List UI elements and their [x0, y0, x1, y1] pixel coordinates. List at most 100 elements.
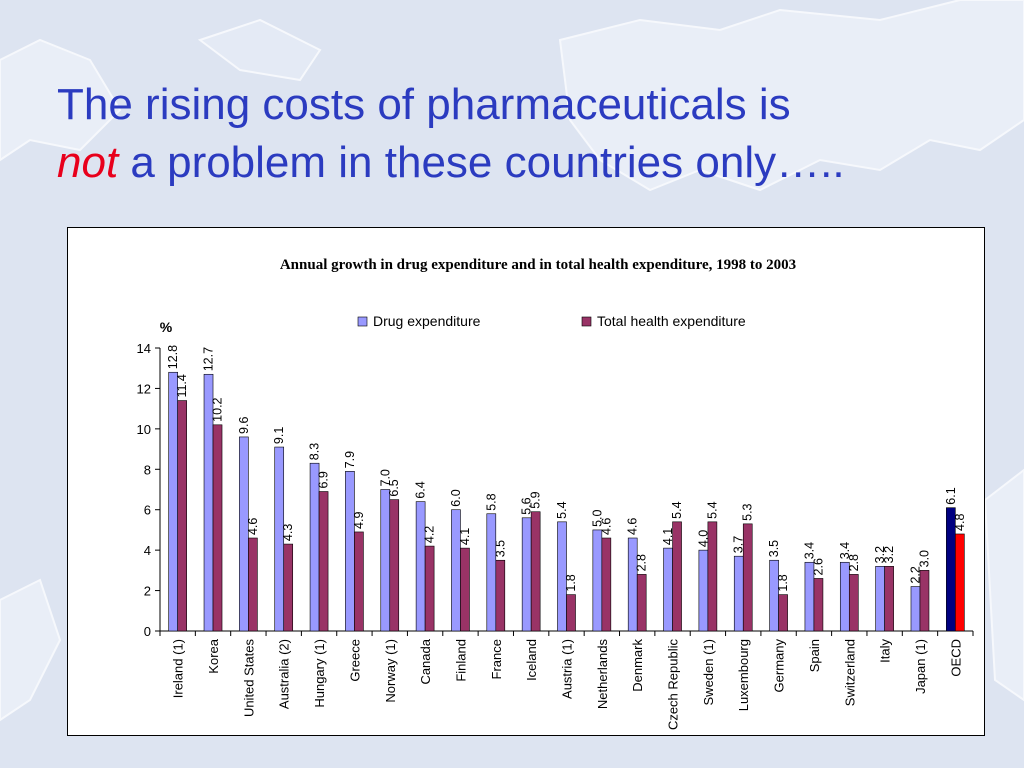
data-label: 5.9: [529, 491, 543, 508]
bar-drug-21: [910, 586, 921, 632]
bar-drug-15: [698, 549, 709, 632]
data-label: 4.1: [661, 528, 675, 545]
bar-drug-16: [733, 555, 744, 632]
x-tick-label: Japan (1): [913, 639, 928, 694]
data-label: 9.1: [272, 427, 286, 444]
bar-total-2: [248, 537, 258, 632]
legend-label-1: Drug expenditure: [373, 313, 481, 329]
data-label: 6.0: [449, 489, 463, 506]
data-label: 4.6: [246, 518, 260, 535]
y-axis-label: %: [160, 319, 173, 335]
data-label: 2.2: [908, 566, 922, 583]
data-label: 6.1: [944, 487, 958, 504]
x-tick-label: Iceland: [524, 639, 539, 681]
data-label: 12.8: [166, 345, 180, 369]
data-label: 5.4: [705, 501, 719, 518]
bar-total-11: [566, 594, 576, 632]
x-tick-label: Sweden (1): [701, 639, 716, 705]
x-tick-label: Australia (2): [277, 639, 292, 709]
data-label: 2.8: [635, 554, 649, 571]
x-tick-label: OECD: [948, 639, 963, 677]
bar-total-18: [813, 578, 824, 632]
data-label: 1.8: [776, 574, 790, 591]
x-tick-label: Ireland (1): [171, 639, 186, 698]
bar-drug-3: [274, 446, 285, 632]
bar-drug-9: [486, 513, 497, 632]
data-label: 4.3: [281, 524, 295, 541]
y-tick-label: 12: [137, 381, 151, 396]
data-label: 10.2: [211, 397, 225, 421]
y-tick-label: 10: [137, 422, 151, 437]
data-label: 3.5: [767, 540, 781, 557]
bar-total-21: [919, 570, 930, 632]
bar-chart: Annual growth in drug expenditure and in…: [137, 257, 974, 731]
bar-total-3: [283, 543, 294, 632]
slide-title-emphasis: not: [57, 138, 119, 187]
x-tick-label: Denmark: [630, 639, 645, 692]
data-label: 5.4: [670, 501, 684, 518]
data-label: 5.4: [555, 501, 569, 518]
data-label: 9.6: [237, 417, 251, 434]
slide-title-line-2-text: a problem in these countries only…..: [118, 138, 845, 187]
data-label: 3.2: [882, 546, 896, 563]
x-tick-label: Czech Republic: [666, 639, 681, 731]
data-label: 4.6: [599, 518, 613, 535]
bar-drug-13: [627, 537, 638, 632]
data-label: 6.9: [317, 471, 331, 488]
bar-drug-6: [380, 489, 391, 632]
data-label: 3.5: [493, 540, 507, 557]
data-label: 7.9: [343, 451, 357, 468]
data-label: 5.3: [741, 503, 755, 520]
bar-total-6: [389, 499, 400, 632]
bar-total-22: [955, 533, 965, 632]
data-label: 11.4: [175, 374, 189, 397]
legend-swatch-2: [581, 316, 592, 327]
legend-swatch-1: [357, 316, 368, 327]
bar-total-7: [424, 545, 435, 632]
chart-frame: Annual growth in drug expenditure and in…: [67, 227, 985, 736]
bar-total-16: [742, 523, 753, 632]
x-tick-label: Spain: [807, 639, 822, 672]
data-label: 3.4: [802, 542, 816, 559]
data-label: 4.2: [423, 526, 437, 543]
legend-label-2: Total health expenditure: [597, 313, 746, 329]
bar-drug-14: [663, 547, 673, 632]
bar-drug-7: [415, 501, 426, 632]
data-label: 4.0: [696, 530, 710, 547]
bar-total-9: [495, 559, 506, 632]
bar-total-20: [884, 566, 894, 632]
bar-total-19: [848, 574, 859, 632]
bar-total-14: [672, 521, 682, 632]
data-label: 5.0: [590, 510, 604, 527]
bar-drug-12: [592, 529, 603, 632]
bar-total-15: [707, 521, 718, 632]
x-tick-label: Luxembourg: [736, 639, 751, 711]
bar-total-4: [318, 491, 329, 632]
slide-title-line-2: not a problem in these countries only…..: [57, 134, 845, 192]
data-label: 3.0: [917, 550, 931, 567]
x-tick-label: Switzerland: [842, 639, 857, 706]
data-label: 5.8: [484, 493, 498, 510]
bar-drug-10: [521, 517, 532, 632]
bar-total-0: [177, 400, 187, 632]
data-label: 6.4: [414, 481, 428, 498]
slide-title: The rising costs of pharmaceuticals is n…: [57, 76, 845, 192]
x-tick-label: Greece: [347, 639, 362, 682]
data-label: 3.2: [873, 546, 887, 563]
data-label: 4.1: [458, 528, 472, 545]
y-tick-label: 4: [144, 543, 151, 558]
data-label: 4.9: [352, 512, 366, 529]
x-tick-label: Norway (1): [383, 639, 398, 703]
bar-drug-0: [168, 371, 178, 632]
data-label: 8.3: [308, 443, 322, 460]
bar-total-17: [778, 594, 788, 632]
x-tick-label: Hungary (1): [312, 639, 327, 708]
y-tick-label: 2: [144, 584, 151, 599]
x-tick-label: France: [489, 639, 504, 679]
data-label: 3.7: [732, 536, 746, 553]
bar-drug-17: [769, 559, 779, 632]
bar-drug-5: [345, 471, 355, 632]
data-label: 6.5: [387, 479, 401, 496]
data-label: 2.6: [811, 558, 825, 575]
x-tick-label: Austria (1): [560, 639, 575, 699]
